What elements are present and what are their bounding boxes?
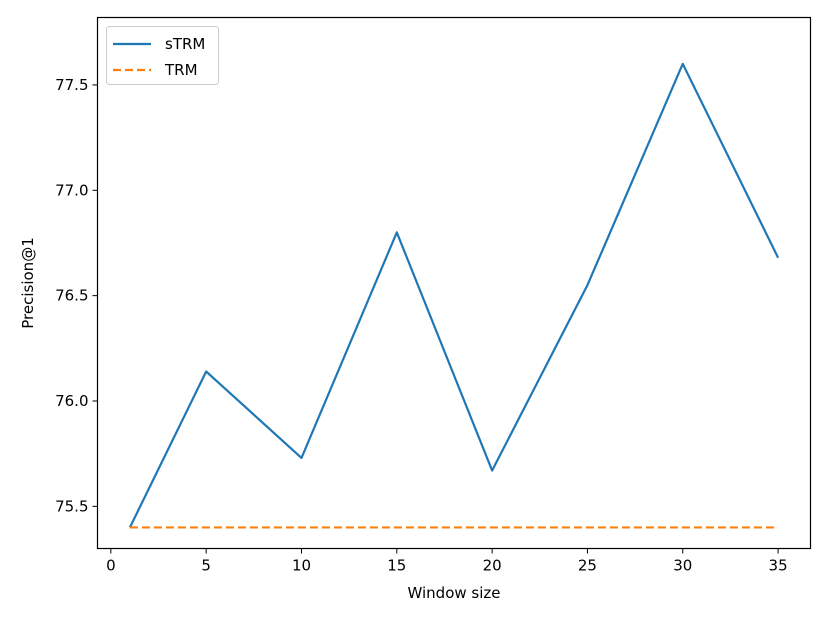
series-line-strm <box>128 62 780 528</box>
x-tick-label: 0 <box>106 557 116 575</box>
y-tick-label: 76.5 <box>55 287 88 305</box>
x-tick-label: 30 <box>673 557 692 575</box>
x-tick-label: 15 <box>387 557 406 575</box>
series-layer <box>128 62 780 529</box>
x-tick-label: 20 <box>483 557 502 575</box>
y-axis-ticks: 75.5 76.0 76.5 77.0 77.5 <box>55 76 98 515</box>
y-tick-label: 75.5 <box>55 497 88 515</box>
x-tick-label: 25 <box>578 557 597 575</box>
legend: sTRM TRM <box>106 26 219 85</box>
x-axis-title: Window size <box>408 584 501 602</box>
y-tick-label: 77.5 <box>55 76 88 94</box>
legend-label-strm: sTRM <box>165 35 205 53</box>
y-axis-title: Precision@1 <box>19 237 37 328</box>
x-tick-label: 5 <box>201 557 211 575</box>
y-tick-label: 76.0 <box>55 392 88 410</box>
x-tick-label: 35 <box>769 557 788 575</box>
x-axis-ticks: 0 5 10 15 20 25 30 35 <box>106 548 788 575</box>
legend-box <box>106 26 219 85</box>
legend-label-trm: TRM <box>164 61 198 79</box>
y-tick-label: 77.0 <box>55 181 88 199</box>
plot-frame <box>96 16 812 550</box>
x-tick-label: 10 <box>292 557 311 575</box>
